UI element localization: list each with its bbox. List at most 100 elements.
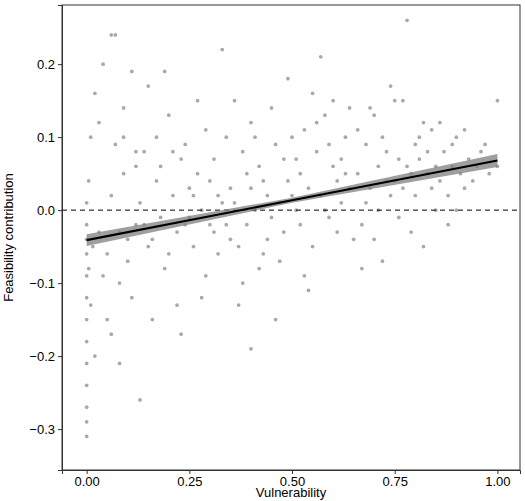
point xyxy=(257,267,261,271)
point xyxy=(85,405,89,409)
point xyxy=(241,150,245,154)
point xyxy=(381,135,385,139)
point xyxy=(446,223,450,227)
point xyxy=(85,435,89,439)
point xyxy=(159,216,163,220)
tick-label: 0.0 xyxy=(37,203,55,218)
point xyxy=(290,194,294,198)
point xyxy=(261,252,265,256)
point xyxy=(220,201,224,205)
point xyxy=(307,186,311,190)
point xyxy=(155,135,159,139)
point xyxy=(307,289,311,293)
tick-label: −0.2 xyxy=(29,349,55,364)
point xyxy=(430,186,434,190)
point xyxy=(87,267,91,271)
tick-mark xyxy=(58,137,62,138)
point xyxy=(175,230,179,234)
tick: −0.2 xyxy=(29,349,62,364)
point xyxy=(122,106,126,110)
point xyxy=(438,121,442,125)
point xyxy=(364,201,368,205)
point xyxy=(417,157,421,161)
point xyxy=(233,201,237,205)
point xyxy=(204,274,208,278)
point xyxy=(413,194,417,198)
point xyxy=(282,157,286,161)
point xyxy=(200,296,204,300)
point xyxy=(216,194,220,198)
point xyxy=(114,33,118,37)
point xyxy=(360,267,364,271)
point xyxy=(245,223,249,227)
tick: 0.00 xyxy=(74,470,99,489)
point xyxy=(89,303,93,307)
point xyxy=(167,113,171,117)
tick-label: 0.25 xyxy=(177,474,202,489)
point xyxy=(331,99,335,103)
point xyxy=(335,230,339,234)
point xyxy=(376,164,380,168)
point xyxy=(229,237,233,241)
point xyxy=(487,172,491,176)
tick-label: 0.1 xyxy=(37,130,55,145)
point xyxy=(266,194,270,198)
point xyxy=(179,157,183,161)
point xyxy=(85,296,89,300)
point xyxy=(401,99,405,103)
point xyxy=(393,99,397,103)
reference-line xyxy=(62,210,520,211)
point xyxy=(204,128,208,132)
tick-mark xyxy=(58,356,62,357)
tick: 0.25 xyxy=(177,470,202,489)
point xyxy=(426,150,430,154)
point xyxy=(442,150,446,154)
point xyxy=(261,179,265,183)
point xyxy=(409,230,413,234)
point xyxy=(438,179,442,183)
point xyxy=(85,340,89,344)
point xyxy=(405,18,409,22)
point xyxy=(91,245,95,249)
point xyxy=(241,281,245,285)
point xyxy=(85,252,89,256)
point xyxy=(339,201,343,205)
point xyxy=(216,252,220,256)
point xyxy=(85,383,89,387)
point xyxy=(454,208,458,212)
point xyxy=(179,332,183,336)
point xyxy=(422,245,426,249)
point xyxy=(85,420,89,424)
point xyxy=(101,274,105,278)
point xyxy=(298,223,302,227)
point xyxy=(274,318,278,322)
point xyxy=(101,62,105,66)
point xyxy=(249,186,253,190)
chart: 0.000.250.500.751.00−0.3−0.2−0.10.00.10.… xyxy=(0,0,525,501)
point xyxy=(118,362,122,366)
point xyxy=(413,143,417,147)
plot-frame xyxy=(62,5,520,470)
point xyxy=(389,84,393,88)
point xyxy=(364,143,368,147)
point xyxy=(249,121,253,125)
point xyxy=(159,164,163,168)
point xyxy=(97,121,101,125)
point xyxy=(430,128,434,132)
point xyxy=(319,55,323,59)
point xyxy=(335,179,339,183)
point xyxy=(331,164,335,168)
point xyxy=(224,223,228,227)
point xyxy=(315,150,319,154)
y-axis: −0.3−0.2−0.10.00.10.2 xyxy=(29,6,62,471)
point xyxy=(146,245,150,249)
point xyxy=(138,201,142,205)
point xyxy=(298,172,302,176)
point xyxy=(311,245,315,249)
point xyxy=(109,332,113,336)
point xyxy=(270,106,274,110)
tick-label: 0.00 xyxy=(74,474,99,489)
tick: 0.1 xyxy=(37,130,62,145)
plot: 0.000.250.500.751.00−0.3−0.2−0.10.00.10.… xyxy=(29,5,520,489)
point xyxy=(167,252,171,256)
